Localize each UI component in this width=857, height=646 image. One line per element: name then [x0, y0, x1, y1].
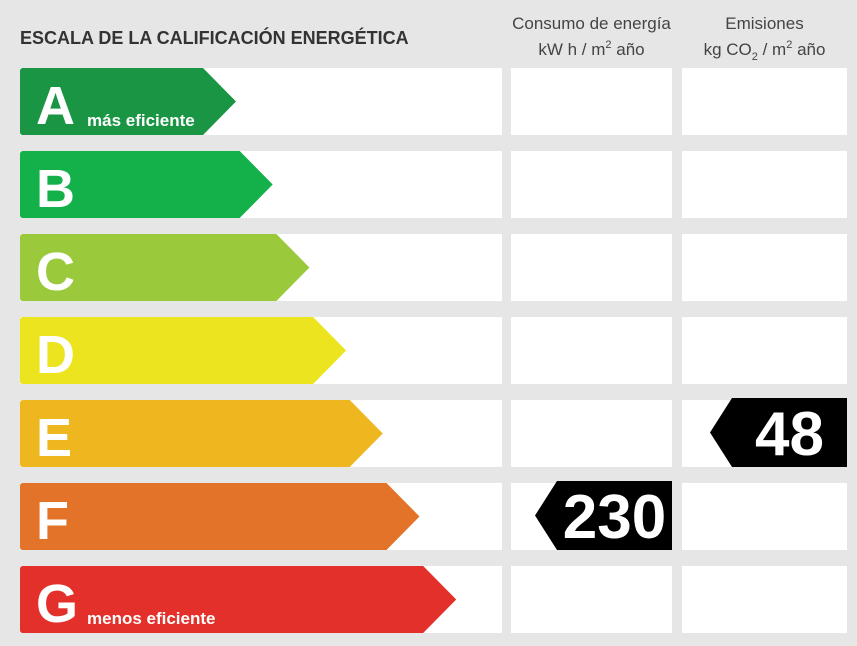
rating-letter: B [36, 159, 75, 219]
rating-arrow [20, 151, 273, 218]
value-cell [682, 151, 847, 218]
value-text: 230 [563, 483, 666, 552]
rating-letter: A [36, 76, 75, 136]
column-title: Consumo de energía [512, 14, 671, 33]
value-text: 48 [755, 400, 824, 469]
rating-letter: C [36, 242, 75, 302]
value-cell [682, 483, 847, 550]
unit-part: 2 [752, 51, 758, 63]
column-unit: kW h / m2 año [538, 39, 644, 59]
rating-arrow [20, 234, 310, 301]
rating-letter: D [36, 325, 75, 385]
unit-part: 2 [786, 39, 792, 51]
value-cell [511, 234, 672, 301]
unit-part: kg CO [704, 40, 752, 59]
value-cell [511, 317, 672, 384]
value-cell [682, 234, 847, 301]
rating-arrow [20, 483, 420, 550]
unit-part: kW h / m [538, 40, 605, 59]
value-cell [511, 566, 672, 633]
unit-part: año [612, 40, 645, 59]
value-cell [511, 400, 672, 467]
rating-note: más eficiente [87, 111, 195, 130]
rating-arrow [20, 566, 457, 633]
unit-part: 2 [605, 39, 611, 51]
value-cell [682, 68, 847, 135]
rating-letter: G [36, 574, 78, 634]
rating-note: menos eficiente [87, 609, 216, 628]
unit-part: año [792, 40, 825, 59]
unit-part: / m [758, 40, 786, 59]
value-tag [535, 481, 672, 550]
label-title: ESCALA DE LA CALIFICACIÓN ENERGÉTICA [20, 27, 409, 48]
value-cell [511, 151, 672, 218]
rating-arrow [20, 400, 383, 467]
column-unit: kg CO2 / m2 año [704, 39, 826, 63]
value-tag [710, 398, 847, 467]
rating-arrow [20, 317, 347, 384]
value-cell [511, 68, 672, 135]
column-title: Emisiones [725, 14, 803, 33]
value-cell [682, 317, 847, 384]
rating-arrow [20, 68, 236, 135]
rating-letter: E [36, 408, 72, 468]
value-cell [682, 566, 847, 633]
rating-letter: F [36, 491, 69, 551]
